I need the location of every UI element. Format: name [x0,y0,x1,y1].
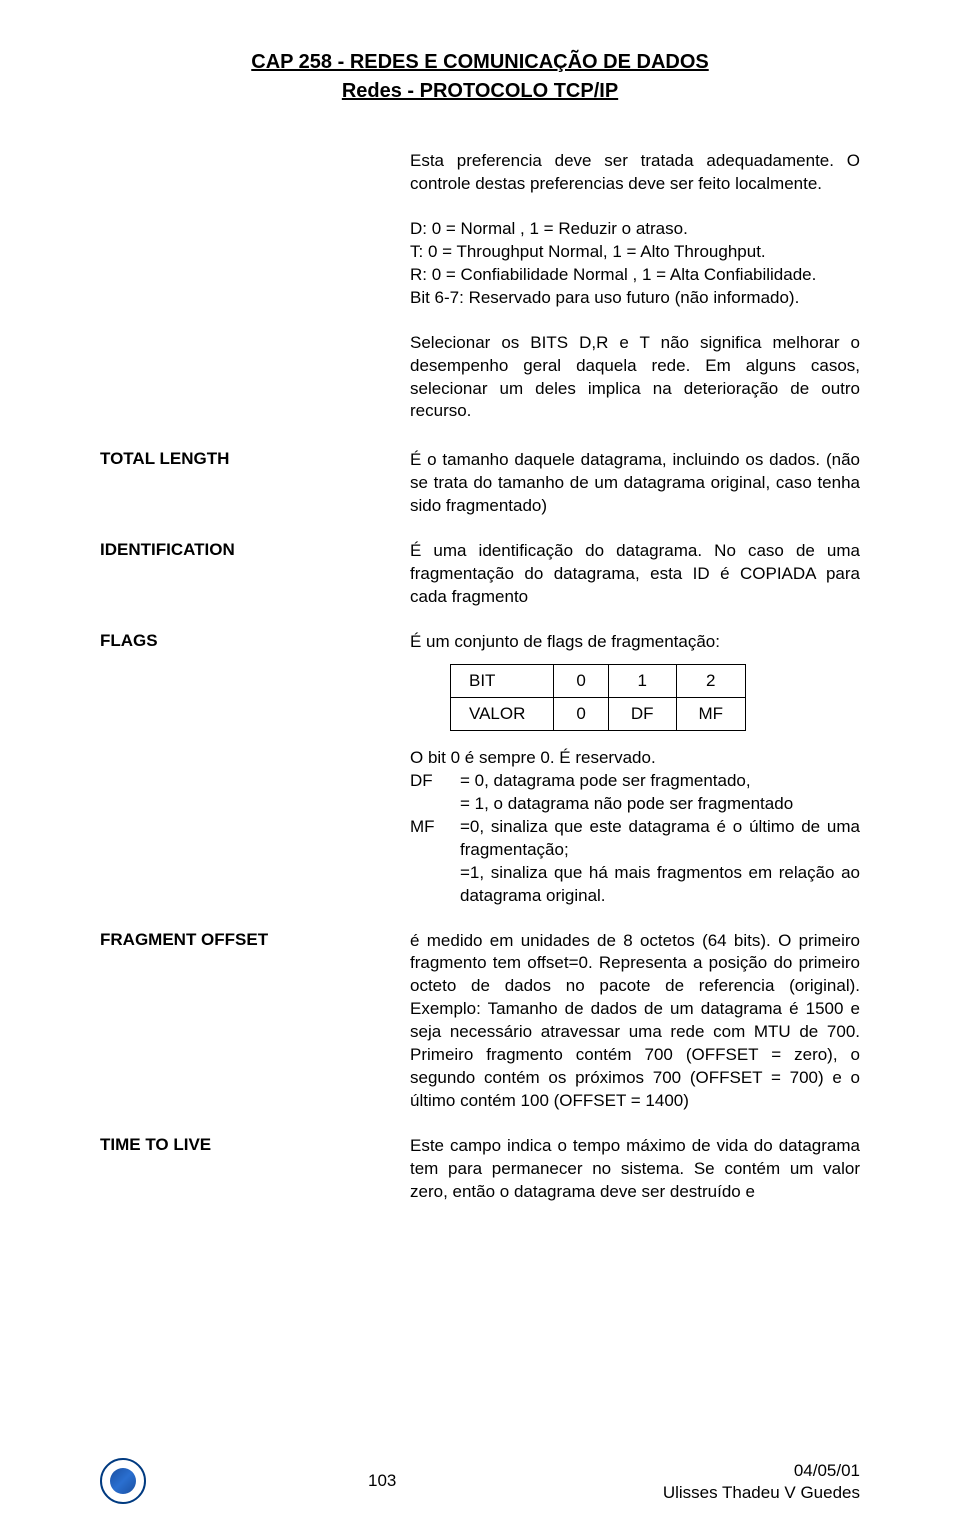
mf-text: =0, sinaliza que este datagrama é o últi… [460,816,860,862]
term-definition: É uma identificação do datagrama. No cas… [410,540,860,609]
flags-mf-line2: =1, sinaliza que há mais fragmentos em r… [460,862,860,908]
intro-bit67-line: Bit 6-7: Reservado para uso futuro (não … [410,287,860,310]
term-label: TOTAL LENGTH [100,449,410,469]
term-identification: IDENTIFICATION É uma identificação do da… [100,540,860,609]
intro-paragraph-1: Esta preferencia deve ser tratada adequa… [410,150,860,196]
intro-r-line: R: 0 = Confiabilidade Normal , 1 = Alta … [410,264,860,287]
logo-inner-icon [110,1468,136,1494]
table-cell: 0 [554,664,608,697]
flags-mf-line1: MF =0, sinaliza que este datagrama é o ú… [410,816,860,862]
intro-block: Esta preferencia deve ser tratada adequa… [410,150,860,423]
table-cell: MF [676,697,746,730]
table-cell: VALOR [451,697,554,730]
footer-date: 04/05/01 [663,1460,860,1482]
term-definition: é medido em unidades de 8 octetos (64 bi… [410,930,860,1114]
term-definition: Este campo indica o tempo máximo de vida… [410,1135,860,1204]
term-label: FRAGMENT OFFSET [100,930,410,950]
term-definition: É um conjunto de flags de fragmentação: [410,631,860,654]
flags-description: O bit 0 é sempre 0. É reservado. DF = 0,… [410,747,860,908]
page-number: 103 [368,1471,396,1491]
logo-icon [100,1458,146,1504]
term-label: IDENTIFICATION [100,540,410,560]
term-label: TIME TO LIVE [100,1135,410,1155]
table-row: BIT 0 1 2 [451,664,746,697]
term-definition: É o tamanho daquele datagrama, incluindo… [410,449,860,518]
flags-table: BIT 0 1 2 VALOR 0 DF MF [450,664,746,731]
page-footer: 103 04/05/01 Ulisses Thadeu V Guedes [100,1458,860,1504]
term-flags: FLAGS É um conjunto de flags de fragment… [100,631,860,654]
flags-df-line2: = 1, o datagrama não pode ser fragmentad… [460,793,860,816]
header-subtitle: Redes - PROTOCOLO TCP/IP [100,77,860,106]
table-cell: 2 [676,664,746,697]
mf-label: MF [410,816,460,862]
table-cell: 1 [608,664,676,697]
footer-right: 04/05/01 Ulisses Thadeu V Guedes [663,1460,860,1504]
table-cell: 0 [554,697,608,730]
df-text: = 0, datagrama pode ser fragmentado, [460,770,860,793]
term-label: FLAGS [100,631,410,651]
intro-d-line: D: 0 = Normal , 1 = Reduzir o atraso. [410,218,860,241]
intro-paragraph-2: Selecionar os BITS D,R e T não significa… [410,332,860,424]
flags-df-line1: DF = 0, datagrama pode ser fragmentado, [410,770,860,793]
term-total-length: TOTAL LENGTH É o tamanho daquele datagra… [100,449,860,518]
df-label: DF [410,770,460,793]
document-header: CAP 258 - REDES E COMUNICAÇÃO DE DADOS R… [100,48,860,106]
term-time-to-live: TIME TO LIVE Este campo indica o tempo m… [100,1135,860,1204]
flags-detail-block: BIT 0 1 2 VALOR 0 DF MF O bit 0 é sempre… [410,664,860,908]
table-cell: DF [608,697,676,730]
intro-t-line: T: 0 = Throughput Normal, 1 = Alto Throu… [410,241,860,264]
footer-left: 103 [100,1458,396,1504]
footer-author: Ulisses Thadeu V Guedes [663,1482,860,1504]
flags-line-bit0: O bit 0 é sempre 0. É reservado. [410,747,860,770]
term-fragment-offset: FRAGMENT OFFSET é medido em unidades de … [100,930,860,1114]
table-cell: BIT [451,664,554,697]
header-title: CAP 258 - REDES E COMUNICAÇÃO DE DADOS [100,48,860,77]
table-row: VALOR 0 DF MF [451,697,746,730]
